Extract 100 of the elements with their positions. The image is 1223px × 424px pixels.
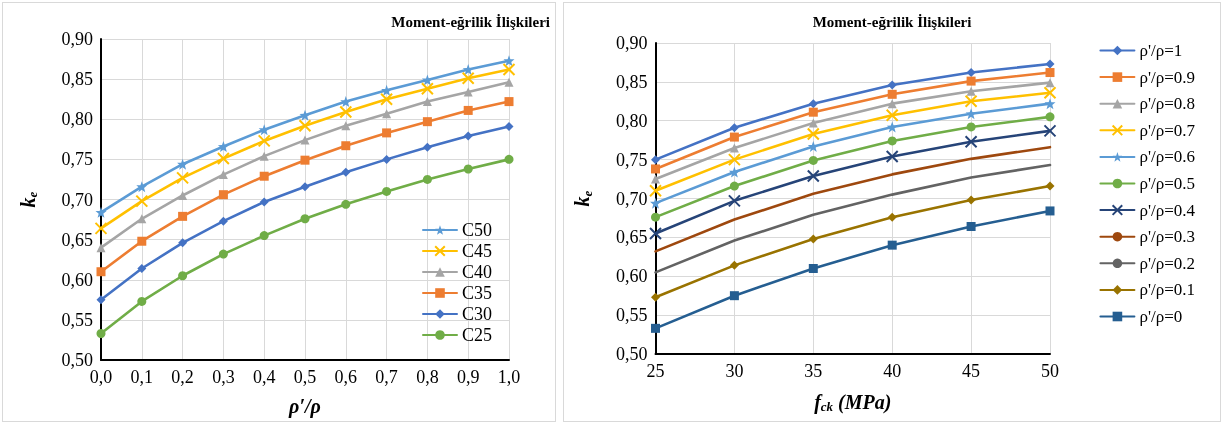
point: [808, 107, 818, 117]
y-tick-label: 0,80: [61, 109, 93, 130]
legend-label: ρ'/ρ=0.4: [1139, 200, 1196, 220]
point: [1045, 68, 1055, 78]
line-series: [654, 163, 1052, 274]
point: [966, 221, 976, 231]
point: [422, 117, 432, 127]
point: [137, 236, 147, 246]
point: [218, 190, 228, 200]
point: [96, 295, 106, 305]
legend-label: C35: [461, 283, 493, 303]
point: [503, 55, 515, 67]
point: [339, 105, 353, 119]
point: [382, 186, 392, 196]
point: [808, 99, 818, 109]
point: [887, 212, 897, 222]
point: [729, 181, 739, 191]
y-tick-label: 0,50: [616, 344, 648, 364]
legend-label: ρ'/ρ=0: [1139, 307, 1183, 326]
x-tick-label: 25: [646, 361, 665, 381]
y-axis-title: ke: [571, 190, 595, 207]
point: [729, 260, 739, 270]
point: [422, 97, 432, 107]
point: [807, 140, 819, 152]
x-tick-label: 0,2: [171, 367, 194, 387]
point: [966, 195, 976, 205]
point: [651, 212, 660, 222]
y-tick-label: 0,90: [616, 33, 648, 53]
x-tick-label: 0,7: [375, 367, 398, 387]
point: [259, 151, 269, 161]
point: [463, 164, 473, 174]
point: [137, 264, 147, 274]
point: [218, 216, 228, 226]
x-tick-label: 30: [725, 361, 744, 381]
x-tick-label: 1,0: [497, 367, 521, 387]
point: [504, 121, 514, 131]
point: [887, 240, 897, 250]
point: [218, 249, 228, 259]
point: [727, 194, 741, 208]
y-tick-label: 0,75: [616, 149, 648, 170]
point: [651, 292, 660, 302]
point: [137, 296, 147, 306]
point: [806, 169, 820, 183]
x-tick-label: 0,0: [89, 367, 113, 387]
point: [380, 92, 394, 106]
point: [341, 167, 351, 177]
x-tick-label: 0,5: [293, 367, 317, 387]
point: [341, 199, 351, 209]
y-tick-label: 0,55: [616, 305, 648, 326]
point: [382, 154, 392, 164]
point: [300, 135, 310, 145]
legend-label: C45: [461, 241, 493, 261]
point: [217, 141, 229, 153]
x-tick-label: 35: [804, 361, 823, 381]
x-tick-label: 0,8: [416, 367, 439, 387]
y-tick-label: 0,70: [616, 188, 648, 209]
point: [1045, 78, 1055, 88]
point: [729, 132, 739, 142]
point: [727, 153, 741, 167]
point: [504, 154, 514, 164]
point: [422, 142, 432, 152]
x-axis-title: ρ′/ρ: [288, 395, 321, 418]
y-tick-label: 0,65: [616, 227, 648, 248]
point: [95, 206, 107, 218]
point: [728, 166, 740, 178]
legend-label: C30: [461, 304, 493, 324]
point: [808, 118, 818, 128]
legend-label: ρ'/ρ=0.1: [1139, 280, 1195, 300]
point: [259, 231, 269, 241]
legend-label: ρ'/ρ=0.3: [1139, 227, 1195, 247]
legend-label: C40: [461, 262, 493, 282]
point: [504, 77, 514, 87]
point: [651, 323, 660, 333]
chart-title: Moment-eğrilik İlişkileri: [812, 13, 972, 30]
point: [136, 181, 148, 193]
point: [887, 136, 897, 146]
point: [729, 123, 739, 133]
y-tick-label: 0,65: [61, 229, 93, 250]
legend-label: ρ'/ρ=1: [1139, 41, 1183, 60]
x-tick-label: 0,3: [212, 367, 235, 387]
point: [966, 68, 976, 78]
point: [885, 108, 899, 122]
line-series: [654, 145, 1052, 253]
legend-label: ρ'/ρ=0.6: [1139, 147, 1195, 167]
legend-label: ρ'/ρ=0.5: [1139, 174, 1195, 193]
point: [504, 97, 514, 107]
point: [649, 184, 662, 198]
point: [651, 164, 660, 174]
point: [258, 124, 270, 136]
point: [651, 155, 660, 165]
point: [966, 86, 976, 96]
point: [178, 190, 188, 200]
point: [259, 197, 269, 207]
y-tick-label: 0,60: [616, 266, 648, 287]
point: [340, 96, 352, 108]
point: [463, 131, 473, 141]
point: [649, 226, 662, 240]
point: [966, 76, 976, 86]
x-tick-label: 0,9: [456, 367, 480, 387]
chart-title: Moment-eğrilik İlişkileri: [391, 13, 550, 30]
